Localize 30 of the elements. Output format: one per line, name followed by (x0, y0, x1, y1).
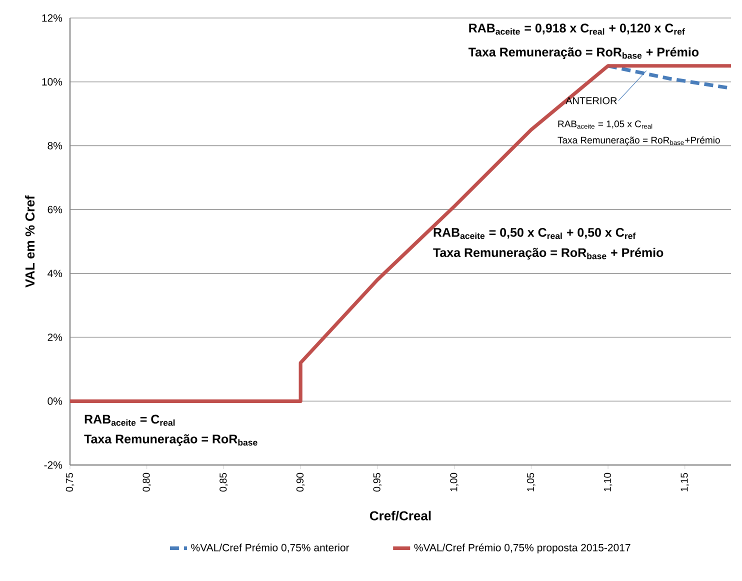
x-axis-title: Cref/Creal (370, 510, 431, 521)
y-tick-label: 12% (42, 14, 62, 22)
y-axis-title: VAL em % Cref (25, 195, 35, 288)
legend-label: %VAL/Cref Prémio 0,75% proposta 2015-2017 (414, 544, 630, 554)
y-tick-label: 8% (48, 142, 62, 150)
y-tick-label: 2% (48, 334, 62, 341)
x-tick-label: 0,95 (373, 472, 382, 492)
annotation: RAB$_{aceite}$ = 1,05 x C$_{real}$ (558, 120, 652, 129)
annotation: RAB$_{aceite}$ = 0,50 x C$_{real}$ + 0,50 x C$_{ref}$ (434, 228, 636, 240)
x-tick-label: 0,85 (220, 472, 228, 492)
x-tick-label: 0,90 (296, 472, 305, 492)
y-tick-label: 6% (48, 206, 62, 214)
x-tick-label: 1,05 (527, 472, 536, 492)
x-tick-label: 0,80 (142, 472, 151, 492)
annotation: Taxa Remuneração = RoR$_{base}$ + Prémio (468, 47, 699, 59)
y-tick-label: 4% (48, 270, 62, 278)
annotation: RAB$_{aceite}$ = 0,918 x C$_{real}$ + 0,120 x C$_{ref}$ (469, 24, 685, 35)
y-tick-label: 10% (42, 78, 62, 86)
annotation: Taxa Remuneração = RoR$_{base}$+Prémio (558, 136, 720, 146)
line-series (68, 64, 733, 403)
y-tick-label: 0% (48, 397, 62, 405)
x-tick-label: 1,10 (604, 472, 612, 492)
annotation: Taxa Remuneração = RoR$_{base}$ (84, 434, 258, 446)
annotation: RAB$_{aceite}$ = C$_{real}$ (84, 414, 175, 426)
y-tick-label: -2% (44, 461, 62, 469)
x-tick-label: 1,15 (680, 472, 689, 492)
x-tick-label: 1,00 (450, 472, 458, 492)
annotation: Taxa Remuneração = RoR$_{base}$ + Prémio (433, 248, 664, 260)
legend-label: %VAL/Cref Prémio 0,75% anterior (191, 544, 350, 553)
x-tick-label: 0,75 (66, 472, 74, 492)
